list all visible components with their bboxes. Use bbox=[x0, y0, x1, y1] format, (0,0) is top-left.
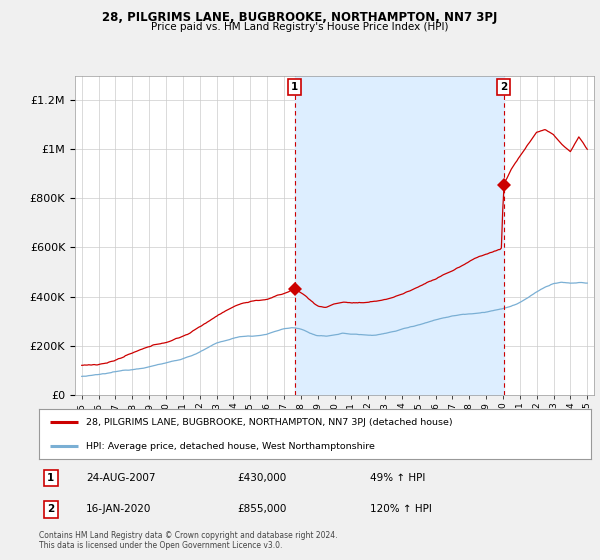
Text: £855,000: £855,000 bbox=[238, 505, 287, 515]
Text: HPI: Average price, detached house, West Northamptonshire: HPI: Average price, detached house, West… bbox=[86, 442, 375, 451]
Text: 49% ↑ HPI: 49% ↑ HPI bbox=[370, 473, 425, 483]
Text: 1: 1 bbox=[47, 473, 55, 483]
Text: 1: 1 bbox=[291, 82, 299, 92]
Text: Price paid vs. HM Land Registry's House Price Index (HPI): Price paid vs. HM Land Registry's House … bbox=[151, 22, 449, 32]
Text: 2: 2 bbox=[47, 505, 55, 515]
Text: Contains HM Land Registry data © Crown copyright and database right 2024.
This d: Contains HM Land Registry data © Crown c… bbox=[39, 531, 337, 550]
Text: 28, PILGRIMS LANE, BUGBROOKE, NORTHAMPTON, NN7 3PJ: 28, PILGRIMS LANE, BUGBROOKE, NORTHAMPTO… bbox=[103, 11, 497, 24]
Text: £430,000: £430,000 bbox=[238, 473, 287, 483]
Text: 2: 2 bbox=[500, 82, 508, 92]
Text: 16-JAN-2020: 16-JAN-2020 bbox=[86, 505, 151, 515]
Text: 24-AUG-2007: 24-AUG-2007 bbox=[86, 473, 155, 483]
Text: 120% ↑ HPI: 120% ↑ HPI bbox=[370, 505, 432, 515]
Text: 28, PILGRIMS LANE, BUGBROOKE, NORTHAMPTON, NN7 3PJ (detached house): 28, PILGRIMS LANE, BUGBROOKE, NORTHAMPTO… bbox=[86, 418, 452, 427]
